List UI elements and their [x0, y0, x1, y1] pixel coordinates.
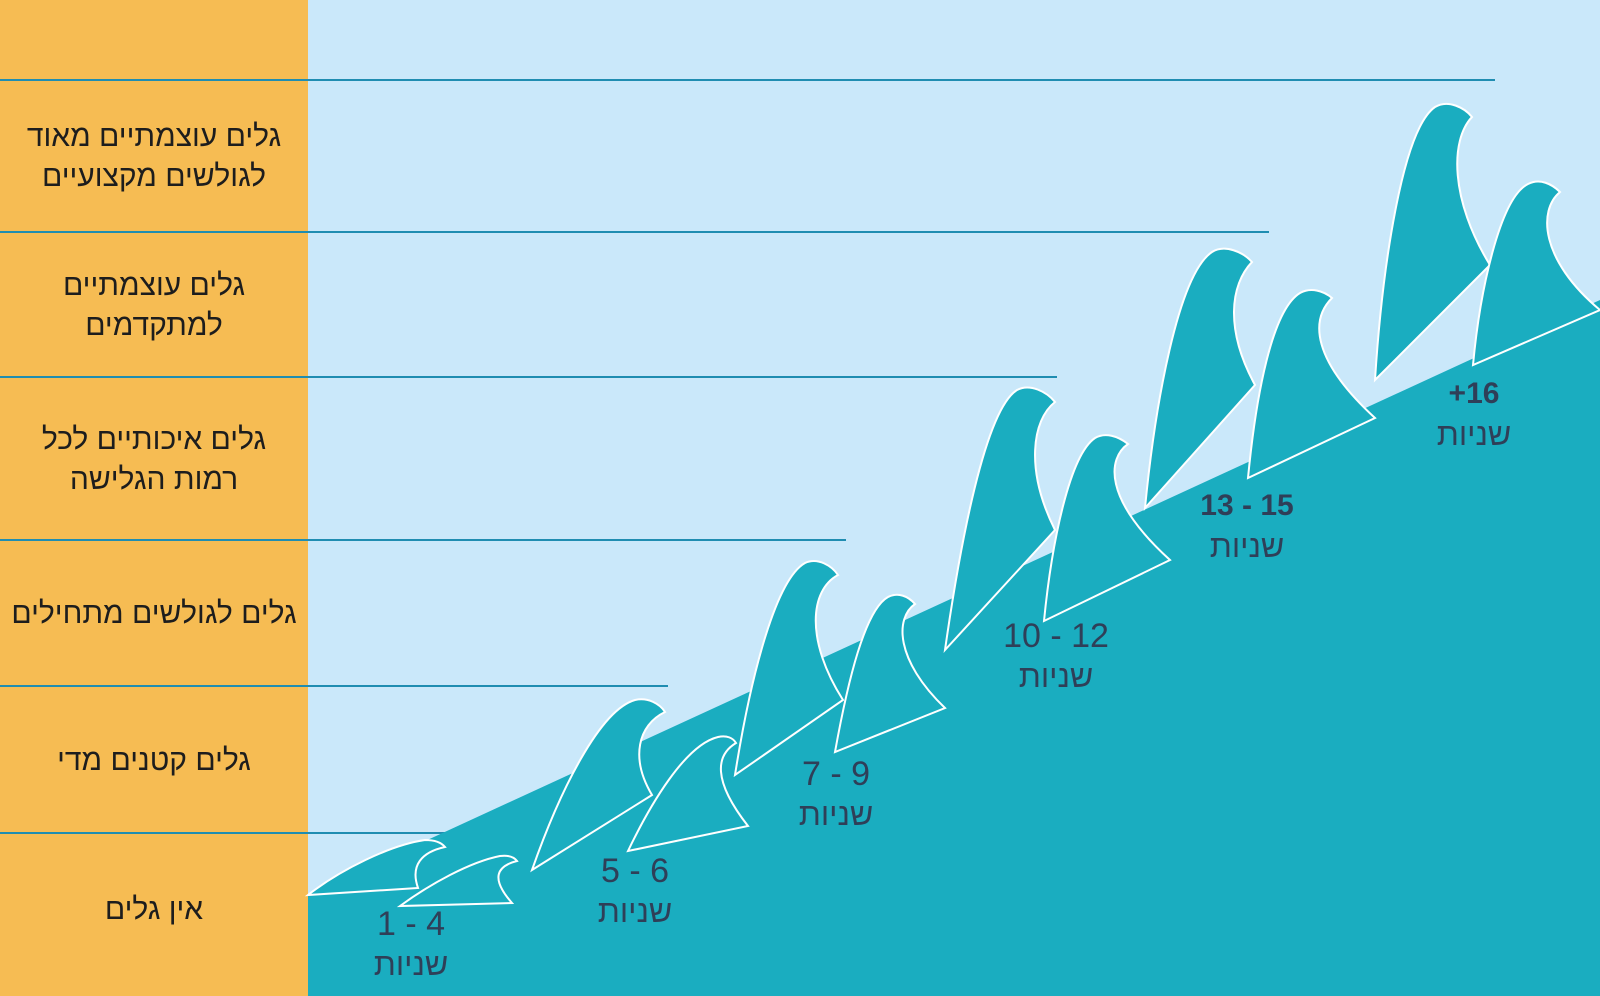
age-label: 5 - 6 שניות	[555, 851, 715, 931]
wave-crest	[626, 735, 750, 853]
age-unit: שניות	[798, 796, 874, 832]
age-unit: שניות	[1018, 658, 1094, 694]
age-unit: שניות	[597, 893, 673, 929]
age-range: 10 - 12	[1003, 617, 1109, 655]
age-label: 1 - 4 שניות	[331, 904, 491, 984]
category-very-powerful-waves: גלים עוצמתיים מאוד לגולשים מקצועיים	[26, 120, 282, 193]
age-range: 5 - 6	[600, 852, 670, 890]
age-range: 7 - 9	[801, 755, 871, 793]
wave-crest	[1246, 289, 1377, 480]
wave-crest	[1471, 180, 1600, 367]
wave-crest	[530, 698, 667, 873]
age-unit: שניות	[373, 946, 449, 982]
wave-crest	[1042, 434, 1172, 623]
wave-crest	[1373, 102, 1492, 383]
divider-lines	[0, 79, 1495, 834]
ocean-waves	[304, 102, 1600, 996]
age-label: 10 - 12 שניות	[976, 616, 1136, 696]
age-range: 1 - 4	[376, 905, 446, 943]
wave-crest	[304, 838, 447, 897]
category-sidebar	[0, 0, 308, 996]
category-beginner-waves: גלים לגולשים מתחילים	[11, 597, 297, 630]
age-range: 13 - 15	[1200, 489, 1294, 522]
age-range: +16	[1448, 377, 1500, 410]
wave-crest	[1143, 247, 1257, 511]
ocean-body	[308, 300, 1600, 996]
age-label: 13 - 15 שניות	[1167, 486, 1327, 566]
age-unit: שניות	[1436, 416, 1512, 452]
wave-crest	[833, 593, 947, 754]
category-quality-waves: גלים איכותיים לכל רמות הגלישה	[41, 422, 267, 496]
category-no-waves: אין גלים	[104, 893, 204, 926]
wave-crest	[733, 560, 845, 778]
age-unit: שניות	[1209, 528, 1285, 564]
category-powerful-waves: גלים עוצמתיים למתקדמים	[62, 268, 246, 342]
age-label: +16 שניות	[1394, 374, 1554, 454]
category-small-waves: גלים קטנים מדי	[57, 743, 251, 777]
age-label: 7 - 9 שניות	[756, 754, 916, 834]
wave-crest	[943, 386, 1057, 654]
wave-crest	[396, 854, 519, 908]
